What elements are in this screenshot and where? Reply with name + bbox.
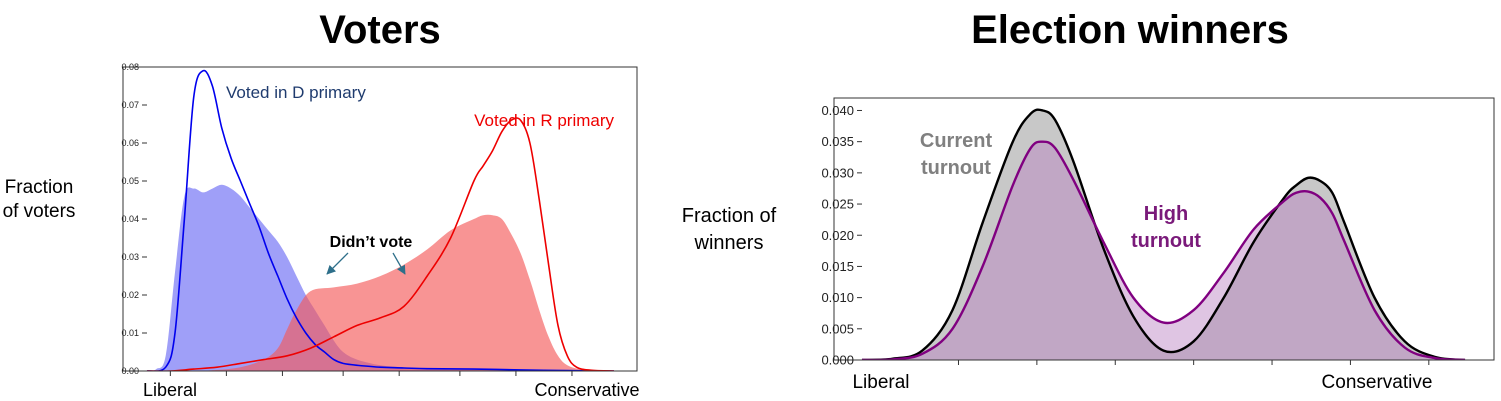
y-tick-label: 0.05 (121, 176, 139, 186)
annotation-current-turnout-line2: turnout (921, 157, 991, 179)
y-tick-label: 0.06 (121, 138, 139, 148)
y-tick-label: 0.005 (821, 321, 854, 336)
voters-chart-title: Voters (319, 8, 441, 52)
y-tick-label: 0.04 (121, 214, 139, 224)
y-tick-label: 0.040 (821, 103, 854, 118)
y-tick-label: 0.010 (821, 290, 854, 305)
r-primary-line (147, 117, 615, 371)
high-turnout-area (862, 141, 1465, 360)
high-turnout-line (861, 140, 1466, 360)
voters-chart: 0.00 0.01 0.02 0.03 0.04 0.05 0.06 0.07 0.08 Lib… (121, 62, 639, 400)
didnt-vote-liberal-area (147, 184, 614, 371)
annotation-voted-r-primary: Voted in R primary (474, 111, 614, 130)
annotation-high-turnout-line1: High (1144, 203, 1188, 225)
didnt-vote-conservative-area (147, 214, 614, 371)
y-tick-label: 0.025 (821, 197, 854, 212)
annotation-voted-d-primary: Voted in D primary (226, 83, 366, 102)
winners-chart-title: Election winners (971, 8, 1289, 52)
winners-x-conservative-label: Conservative (1322, 372, 1433, 393)
voters-y-axis-label: Fraction of voters (2, 177, 76, 222)
didnt-vote-arrow-right (392, 252, 406, 275)
y-tick-label: 0.03 (121, 252, 139, 262)
y-tick-label: 0.020 (821, 228, 854, 243)
y-tick-label: 0.00 (121, 366, 139, 376)
voters-x-liberal-label: Liberal (143, 380, 197, 400)
y-tick-label: 0.01 (121, 328, 139, 338)
y-tick-label: 0.000 (821, 353, 854, 368)
y-tick-label: 0.07 (121, 100, 139, 110)
winners-y-axis-label: Fraction of winners (681, 205, 777, 254)
y-tick-label: 0.035 (821, 134, 854, 149)
voters-plot-frame (122, 66, 638, 372)
winners-x-liberal-label: Liberal (852, 372, 909, 393)
y-tick-label: 0.015 (821, 259, 854, 274)
current-turnout-area (862, 109, 1465, 360)
annotation-high-turnout-line2: turnout (1131, 230, 1201, 252)
d-primary-line (146, 69, 615, 371)
y-tick-label: 0.08 (121, 62, 139, 72)
voters-x-conservative-label: Conservative (534, 380, 639, 400)
annotation-didnt-vote: Didn’t vote (330, 234, 413, 251)
current-turnout-line (861, 108, 1466, 360)
didnt-vote-arrow-left (326, 252, 349, 275)
y-tick-label: 0.030 (821, 165, 854, 180)
winners-plot-frame (833, 97, 1495, 361)
annotation-current-turnout-line1: Current (920, 130, 993, 152)
y-tick-label: 0.02 (121, 290, 139, 300)
